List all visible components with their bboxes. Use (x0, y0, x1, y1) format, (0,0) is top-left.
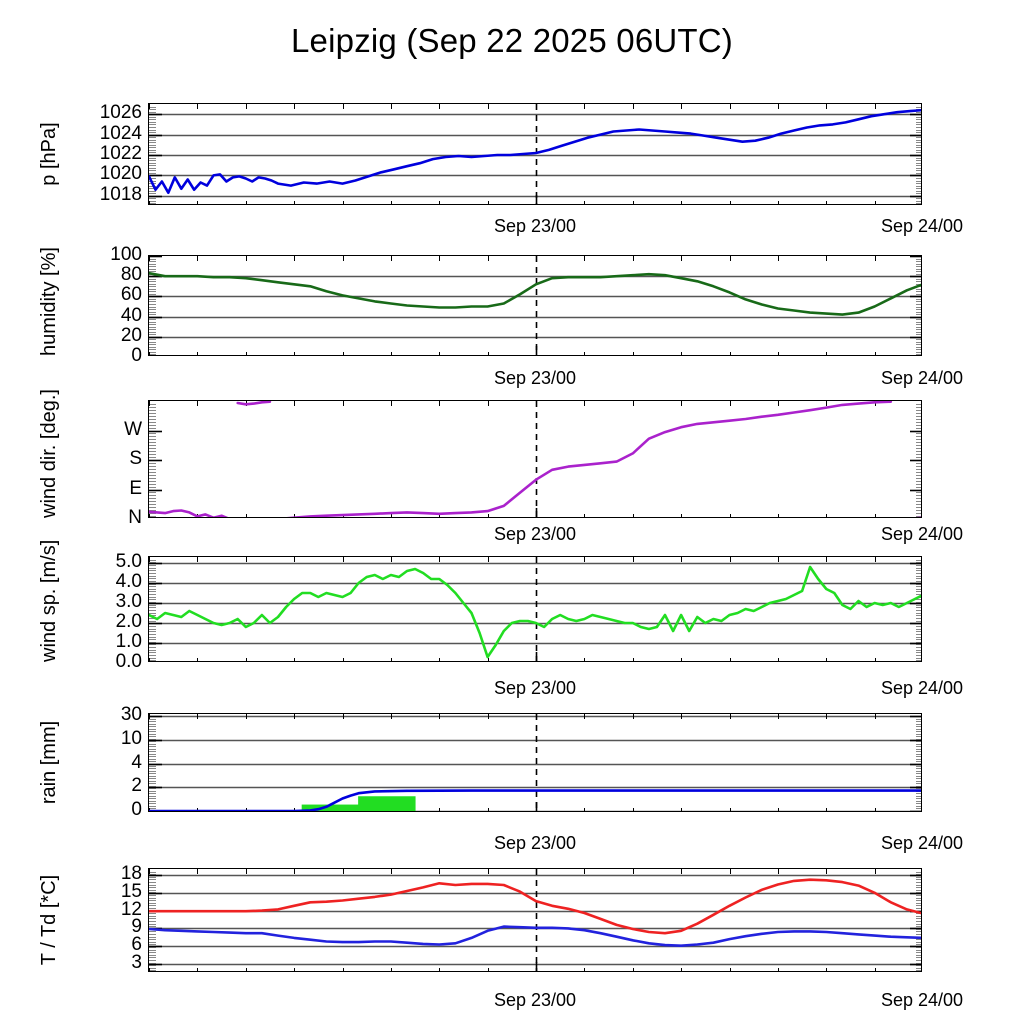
ytick-wind_direction-1: S (129, 448, 142, 469)
plot-svg-humidity (149, 256, 921, 355)
plot-area-humidity (148, 255, 922, 356)
plot-svg-rain (149, 714, 921, 811)
ytick-pressure-0: 1026 (99, 102, 142, 124)
ytick-pressure-2: 1022 (99, 143, 142, 164)
ytick-wind_speed-1: 4.0 (115, 571, 142, 592)
plot-svg-pressure (149, 104, 921, 204)
plot-area-wind_direction (148, 400, 922, 518)
series-line-Td (149, 925, 921, 947)
xtick-rain-0: Sep 23/00 (493, 833, 577, 853)
page-title: Leipzig (Sep 22 2025 06UTC) (291, 22, 733, 59)
axis-label-rain: rain [mm] (38, 720, 60, 805)
ytick-wind_speed-3: 2.0 (115, 611, 142, 632)
series-line-T (149, 878, 921, 935)
ytick-humidity-5: 0 (131, 345, 142, 366)
xtick-rain-1: Sep 24/00 (880, 833, 964, 853)
ytick-rain-2: 4 (131, 751, 142, 773)
xtick-wind_speed-0: Sep 23/00 (493, 678, 577, 698)
xtick-humidity-1: Sep 24/00 (880, 368, 964, 388)
ytick-humidity-2: 60 (120, 284, 142, 306)
series-line-wind_speed (149, 565, 921, 659)
series-line-pressure (149, 108, 921, 194)
ytick-temperature-3: 9 (131, 916, 142, 938)
plot-area-wind_speed (148, 556, 922, 662)
ytick-temperature-2: 12 (120, 898, 142, 920)
axis-label-pressure: p [hPa] (38, 122, 60, 186)
plot-area-pressure (148, 103, 922, 205)
ytick-humidity-4: 20 (120, 324, 142, 346)
ytick-pressure-3: 1020 (99, 163, 142, 185)
ytick-pressure-1: 1024 (99, 122, 142, 144)
xtick-humidity-0: Sep 23/00 (493, 368, 577, 388)
ytick-humidity-3: 40 (120, 304, 142, 326)
xtick-pressure-1: Sep 24/00 (880, 216, 964, 236)
axis-label-wind_speed: wind sp. [m/s] (38, 539, 60, 662)
ytick-temperature-4: 6 (131, 934, 142, 956)
plot-area-rain (148, 713, 922, 812)
axis-label-wind_direction: wind dir. [deg.] (38, 389, 60, 518)
rain-bar (358, 796, 416, 811)
ytick-wind_direction-3: N (128, 507, 142, 528)
xtick-pressure-0: Sep 23/00 (493, 216, 577, 236)
ytick-temperature-5: 3 (131, 952, 142, 974)
xtick-wind_direction-1: Sep 24/00 (880, 524, 964, 544)
axis-label-temperature: T / Td [*C] (38, 874, 60, 966)
ytick-wind_direction-0: W (124, 418, 142, 440)
plot-svg-wind_speed (149, 557, 921, 661)
ytick-humidity-0: 100 (110, 244, 142, 265)
rain-cumulative-line (149, 789, 921, 811)
xtick-temperature-0: Sep 23/00 (493, 990, 577, 1010)
axis-label-humidity: humidity [%] (38, 247, 60, 356)
plot-area-temperature (148, 868, 922, 972)
series-line-humidity (149, 271, 921, 316)
ytick-rain-3: 2 (131, 775, 142, 797)
ytick-wind_speed-5: 0.0 (115, 651, 142, 672)
plot-svg-temperature (149, 869, 921, 971)
xtick-temperature-1: Sep 24/00 (880, 990, 964, 1010)
series-line-wind_direction (149, 401, 921, 517)
ytick-humidity-1: 80 (120, 264, 142, 286)
xtick-wind_direction-0: Sep 23/00 (493, 524, 577, 544)
ytick-temperature-1: 15 (120, 880, 142, 902)
ytick-rain-4: 0 (131, 799, 142, 820)
ytick-temperature-0: 18 (120, 862, 142, 884)
xtick-wind_speed-1: Sep 24/00 (880, 678, 964, 698)
plot-svg-wind_direction (149, 401, 921, 517)
ytick-rain-0: 30 (120, 704, 142, 725)
ytick-wind_speed-4: 1.0 (115, 631, 142, 652)
ytick-wind_direction-2: E (129, 477, 142, 499)
ytick-rain-1: 10 (120, 727, 142, 749)
ytick-wind_speed-2: 3.0 (115, 591, 142, 612)
ytick-wind_speed-0: 5.0 (115, 551, 142, 572)
ytick-pressure-4: 1018 (99, 183, 142, 205)
